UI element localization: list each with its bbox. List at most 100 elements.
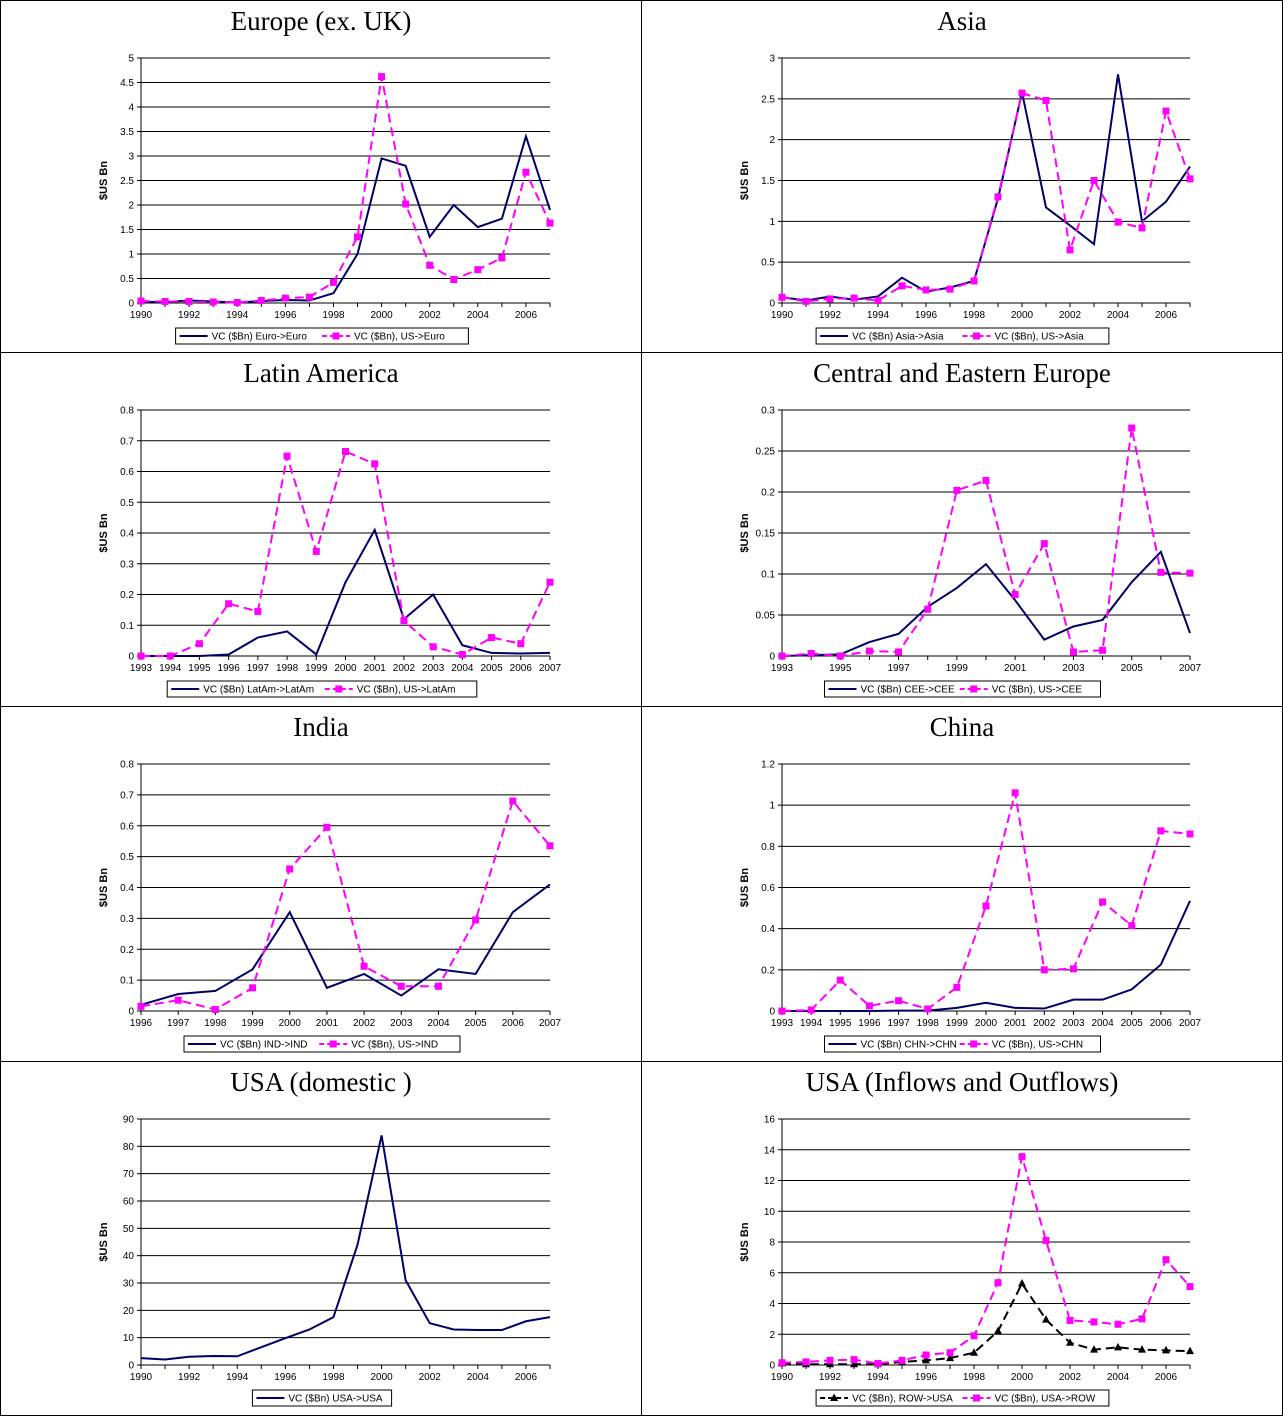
y-tick-label: 0 <box>769 652 775 663</box>
legend: VC ($Bn) Euro->Euro VC ($Bn), US->Euro <box>175 327 469 345</box>
y-tick-label: 0.1 <box>761 570 775 581</box>
legend-label: VC ($Bn) USA->USA <box>288 1394 383 1405</box>
data-point <box>137 1002 145 1010</box>
y-tick-label: 1.5 <box>761 176 775 187</box>
panel-title: USA (Inflows and Outflows) <box>805 1067 1119 1097</box>
legend-label: VC ($Bn) CHN->CHN <box>861 1040 957 1051</box>
x-tick-label: 1994 <box>226 310 249 321</box>
y-tick-label: 0.1 <box>120 621 134 632</box>
data-point <box>1114 1320 1122 1328</box>
y-tick-label: 4 <box>128 103 134 114</box>
x-tick-label: 2006 <box>1155 1372 1178 1383</box>
data-point <box>982 477 990 485</box>
series-line <box>781 91 1191 303</box>
series-line <box>781 1281 1191 1366</box>
data-point <box>970 1332 978 1340</box>
y-tick-label: 0.3 <box>120 559 134 570</box>
panel-title: India <box>293 712 349 742</box>
data-point <box>161 298 169 306</box>
data-point <box>329 278 337 286</box>
series-vc-bn-us-latam <box>137 448 554 660</box>
legend: VC ($Bn) CHN->CHN VC ($Bn), US->CHN <box>824 1035 1101 1053</box>
series-line <box>141 133 551 304</box>
y-tick-label: 30 <box>123 1279 135 1290</box>
y-tick-label: 0.4 <box>761 924 775 935</box>
legend-label: VC ($Bn) IND->IND <box>220 1040 308 1051</box>
legend-box <box>166 680 478 698</box>
x-tick-label: 1993 <box>130 663 153 674</box>
y-tick-label: 0.8 <box>120 406 134 417</box>
data-point <box>517 640 525 648</box>
legend-marker <box>329 1040 337 1048</box>
series-line <box>781 74 1191 302</box>
y-tick-label: 0.5 <box>761 258 775 269</box>
series-vc-bn-us-euro <box>137 73 554 307</box>
series-vc-bn-cee-cee <box>781 550 1191 657</box>
x-tick-label: 2000 <box>1011 1372 1034 1383</box>
y-tick-label: 0.05 <box>756 611 776 622</box>
data-point <box>1138 1345 1146 1353</box>
legend-marker <box>973 1394 980 1402</box>
legend: VC ($Bn) LatAm->LatAm VC ($Bn), US->LatAm <box>166 680 478 698</box>
data-point <box>1099 646 1107 654</box>
series-vc-bn-us-chn <box>778 789 1194 1015</box>
data-point <box>402 200 410 208</box>
panel-latin-america: Latin America 0 0.1 0.2 0.3 0.4 0.5 0.6 0.7 0.8 $U… <box>0 353 642 707</box>
data-point <box>874 1359 882 1367</box>
data-point <box>807 650 815 658</box>
y-tick-label: 0.6 <box>120 467 134 478</box>
x-tick-label: 1998 <box>917 1018 940 1029</box>
data-point <box>472 916 480 924</box>
x-tick-label: 2000 <box>370 310 393 321</box>
x-tick-label: 1995 <box>188 663 211 674</box>
series-vc-bn-usa-row <box>778 1153 1194 1367</box>
legend-label: VC ($Bn) Asia->Asia <box>852 332 944 343</box>
x-tick-label: 2000 <box>1011 310 1034 321</box>
data-point <box>1069 965 1077 973</box>
x-axis: 1990 1992 1994 1996 1998 2000 2002 2004 2006 <box>771 303 1191 321</box>
x-axis: 1990 1992 1994 1996 1998 2000 2002 2004 2006 <box>771 1365 1191 1383</box>
series-vc-bn-euro-euro <box>141 133 551 304</box>
y-tick-label: 40 <box>123 1251 135 1262</box>
x-axis: 1990 1992 1994 1996 1998 2000 2002 2004 2006 <box>130 303 551 321</box>
y-axis-label: $US Bn <box>739 868 751 907</box>
data-point <box>850 1359 858 1368</box>
y-axis-label: $US Bn <box>739 513 751 552</box>
y-tick-label: 0 <box>128 1361 134 1372</box>
x-tick-label: 2007 <box>539 663 562 674</box>
series-line <box>141 527 551 657</box>
y-tick-label: 80 <box>123 1142 135 1153</box>
x-tick-label: 1998 <box>204 1018 227 1029</box>
data-point <box>522 168 530 176</box>
x-tick-label: 2001 <box>1004 1018 1027 1029</box>
legend-label: VC ($Bn), ROW->USA <box>852 1394 953 1405</box>
y-tick-label: 2.5 <box>761 94 775 105</box>
data-point <box>323 823 331 831</box>
x-axis: 1996 1997 1998 1999 2000 2001 2002 2003 2004 2005… <box>130 1011 562 1029</box>
y-tick-label: 0.4 <box>120 883 134 894</box>
data-point <box>281 294 289 302</box>
x-tick-label: 1998 <box>276 663 299 674</box>
x-tick-label: 1994 <box>867 1372 890 1383</box>
x-tick-label: 2005 <box>1121 1018 1144 1029</box>
data-point <box>807 1006 815 1014</box>
y-tick-label: 0.6 <box>761 883 775 894</box>
panel-asia: Asia 0 0.5 1 1.5 2 2.5 3 $US Bn 1990 1992 1994 1996 1… <box>642 0 1283 353</box>
data-point <box>1162 1256 1170 1264</box>
y-axis-label: $US Bn <box>98 513 110 552</box>
data-point <box>1042 1315 1050 1323</box>
y-tick-label: 1 <box>769 217 775 228</box>
x-tick-label: 1996 <box>915 310 938 321</box>
y-tick-label: 90 <box>123 1115 135 1126</box>
data-point <box>1138 1315 1146 1323</box>
x-tick-label: 2000 <box>975 1018 998 1029</box>
legend-label: VC ($Bn) Euro->Euro <box>212 332 308 343</box>
data-point <box>1011 591 1019 598</box>
x-tick-label: 1997 <box>887 663 910 674</box>
panel-usa-domestic: USA (domestic ) 0 10 20 30 40 50 60 70 80 90 $US Bn… <box>0 1062 642 1416</box>
data-point <box>994 1326 1002 1335</box>
x-tick-label: 2004 <box>467 310 490 321</box>
data-point <box>1162 107 1170 115</box>
